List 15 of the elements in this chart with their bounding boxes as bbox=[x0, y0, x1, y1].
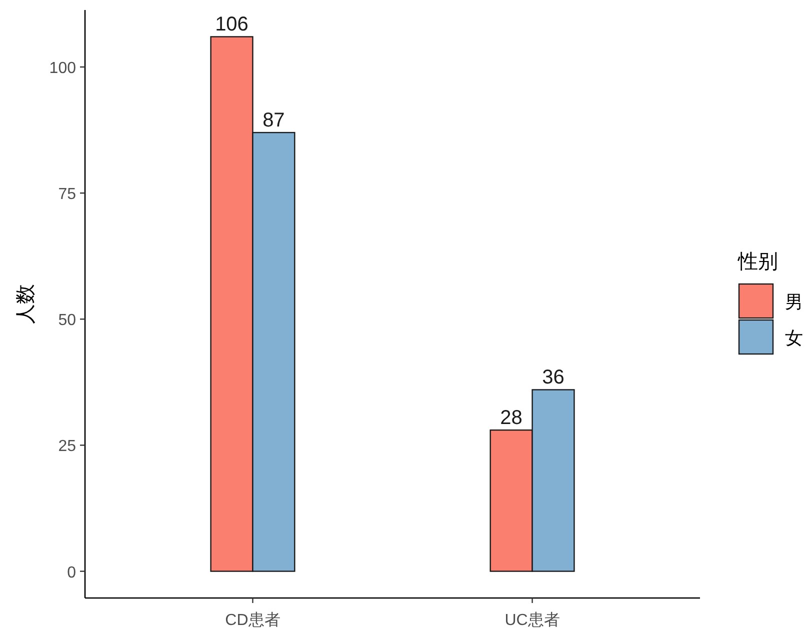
x-tick-label: UC患者 bbox=[504, 611, 560, 629]
x-tick-label: CD患者 bbox=[225, 611, 280, 629]
y-tick-label: 0 bbox=[67, 564, 76, 582]
y-tick-label: 25 bbox=[58, 438, 76, 456]
y-tick-label: 100 bbox=[49, 60, 76, 77]
data-label: 36 bbox=[542, 366, 564, 389]
y-tick-label: 50 bbox=[58, 312, 76, 330]
y-axis-title: 人数 bbox=[15, 284, 37, 324]
data-label: 106 bbox=[215, 14, 248, 36]
y-tick-label: 75 bbox=[58, 186, 76, 204]
legend-title: 性别 bbox=[737, 251, 778, 273]
legend-label: 女 bbox=[785, 328, 803, 348]
legend-label: 男 bbox=[785, 292, 803, 312]
data-label: 87 bbox=[262, 110, 285, 132]
data-label: 28 bbox=[500, 407, 522, 430]
